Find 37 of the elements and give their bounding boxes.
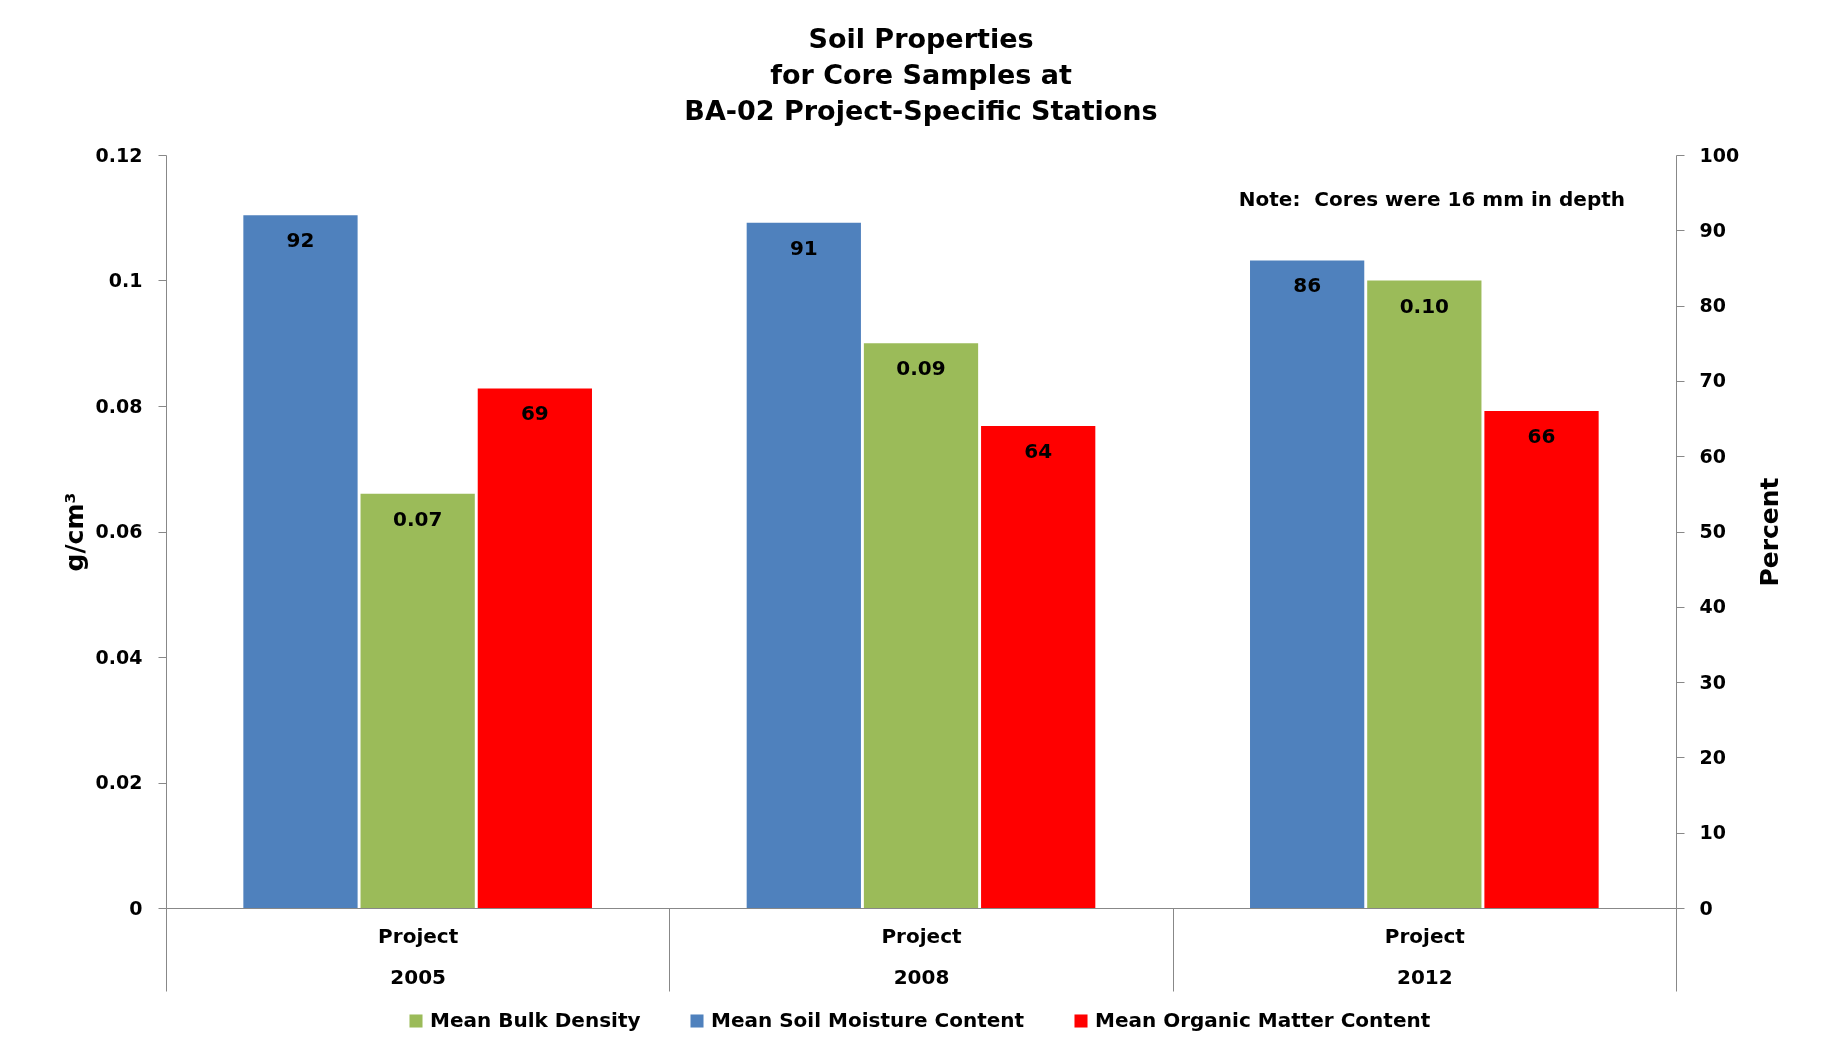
y-tick-label: 0.12 [95,143,143,166]
x-tick-label: Project 2005 [378,923,459,989]
y2-tick-label: 20 [1699,745,1726,768]
data-label: 0.10 [1399,293,1450,318]
data-label: 0.07 [392,506,443,531]
y-tick-label: 0 [129,896,143,919]
y-tick-label: 0.08 [95,394,143,417]
y2-tick-label: 30 [1699,670,1726,693]
y2-tick-label: 70 [1699,369,1726,392]
legend-label: Mean Soil Moisture Content [711,1008,1025,1032]
data-label: 91 [789,235,818,260]
y-tick-label: 0.1 [108,269,143,291]
data-label: 69 [520,401,549,426]
data-label: 64 [1024,439,1053,464]
annotation: Note: Cores were 16 mm in depth [1238,187,1625,211]
y2-tick-label: 60 [1699,444,1726,467]
y-axis-title: g/cm³ [59,492,89,572]
y2-tick-label: 90 [1699,218,1726,241]
y2-tick-label: 40 [1699,595,1726,618]
legend-label: Mean Bulk Density [430,1008,641,1032]
data-label: 92 [286,228,315,253]
y-tick-label: 0.04 [95,645,143,668]
data-label: 0.09 [896,356,946,381]
data-label: 66 [1527,424,1556,449]
y2-tick-label: 100 [1699,143,1740,166]
data-label: 86 [1293,273,1322,298]
y2-tick-label: 50 [1699,520,1726,542]
y-tick-label: 0.02 [95,771,143,793]
y2-tick-label: 80 [1699,294,1726,317]
y2-axis-title: Percent [1755,477,1785,587]
x-tick-label: Project 2012 [1384,923,1466,989]
y2-tick-label: 0 [1699,896,1713,919]
y2-tick-label: 10 [1699,821,1726,844]
legend-label: Mean Organic Matter Content [1095,1008,1431,1032]
x-tick-label: Project 2008 [881,923,962,989]
chart-title: Soil Properties for Core Samples at BA-02 Project-Specific Stations [684,23,1158,126]
y-tick-label: 0.06 [95,520,143,542]
